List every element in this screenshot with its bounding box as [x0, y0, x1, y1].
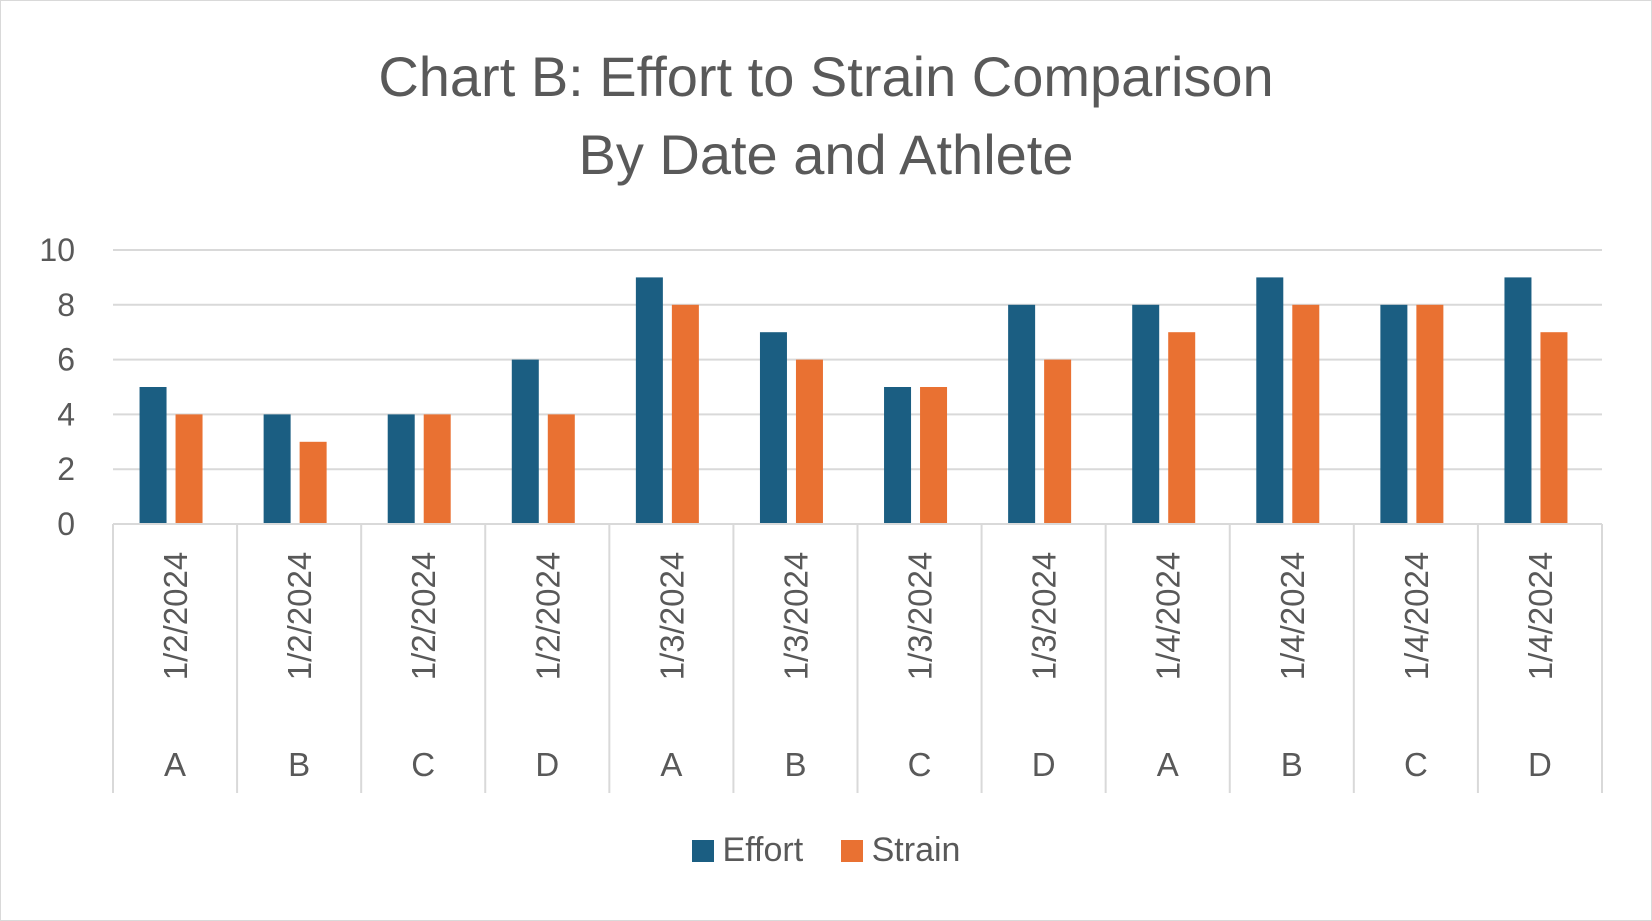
x-athlete-label: B — [1281, 746, 1303, 783]
bar-strain — [423, 414, 451, 524]
bar-effort — [387, 414, 415, 524]
bar-strain — [671, 304, 699, 524]
legend-swatch-effort — [691, 839, 714, 862]
x-athlete-label: A — [1157, 746, 1179, 783]
bar-strain — [547, 414, 575, 524]
x-date-label: 1/4/2024 — [1150, 552, 1187, 680]
legend-item-strain: Strain — [840, 831, 961, 870]
y-tick-label: 0 — [57, 506, 75, 542]
x-date-label: 1/2/2024 — [281, 552, 318, 680]
chart-title: Chart B: Effort to Strain Comparison — [378, 45, 1274, 108]
x-date-label: 1/4/2024 — [1274, 552, 1311, 680]
y-tick-label: 8 — [57, 287, 75, 323]
y-tick-label: 6 — [57, 342, 75, 378]
legend-swatch-strain — [840, 839, 863, 862]
y-tick-label: 4 — [57, 396, 75, 432]
bar-effort — [1256, 277, 1284, 524]
legend: Effort Strain — [1, 831, 1651, 871]
x-athlete-label: D — [1528, 746, 1552, 783]
bar-effort — [1380, 304, 1408, 524]
bar-strain — [299, 441, 327, 524]
bar-effort — [1132, 304, 1160, 524]
bar-effort — [511, 359, 539, 524]
bar-effort — [1008, 304, 1036, 524]
bar-effort — [1504, 277, 1532, 524]
x-athlete-label: C — [411, 746, 435, 783]
x-date-label: 1/3/2024 — [777, 552, 814, 680]
legend-label-strain: Strain — [871, 831, 961, 869]
bar-strain — [1540, 332, 1568, 524]
x-athlete-label: C — [908, 746, 932, 783]
bar-strain — [1292, 304, 1320, 524]
bar-strain — [175, 414, 203, 524]
x-athlete-label: B — [288, 746, 310, 783]
x-date-label: 1/4/2024 — [1522, 552, 1559, 680]
x-date-label: 1/3/2024 — [1026, 552, 1063, 680]
bar-effort — [759, 332, 787, 524]
bar-effort — [635, 277, 663, 524]
x-athlete-label: B — [784, 746, 806, 783]
x-athlete-label: D — [1032, 746, 1056, 783]
x-athlete-label: A — [164, 746, 186, 783]
x-date-label: 1/2/2024 — [157, 552, 194, 680]
bar-strain — [1168, 332, 1196, 524]
x-date-label: 1/2/2024 — [405, 552, 442, 680]
bar-effort — [884, 387, 912, 524]
y-tick-label: 10 — [39, 232, 75, 268]
x-athlete-label: C — [1404, 746, 1428, 783]
x-athlete-label: D — [535, 746, 559, 783]
bar-strain — [1416, 304, 1444, 524]
bar-strain — [1044, 359, 1072, 524]
bar-effort — [263, 414, 291, 524]
legend-item-effort: Effort — [691, 831, 804, 870]
bar-effort — [139, 387, 167, 524]
x-date-label: 1/2/2024 — [529, 552, 566, 680]
legend-label-effort: Effort — [722, 831, 804, 869]
x-athlete-label: A — [660, 746, 682, 783]
x-date-label: 1/3/2024 — [902, 552, 939, 680]
x-date-label: 1/3/2024 — [653, 552, 690, 680]
chart-subtitle: By Date and Athlete — [578, 123, 1074, 186]
y-tick-label: 2 — [57, 451, 75, 487]
bar-strain — [920, 387, 948, 524]
x-date-label: 1/4/2024 — [1398, 552, 1435, 680]
bar-strain — [795, 359, 823, 524]
